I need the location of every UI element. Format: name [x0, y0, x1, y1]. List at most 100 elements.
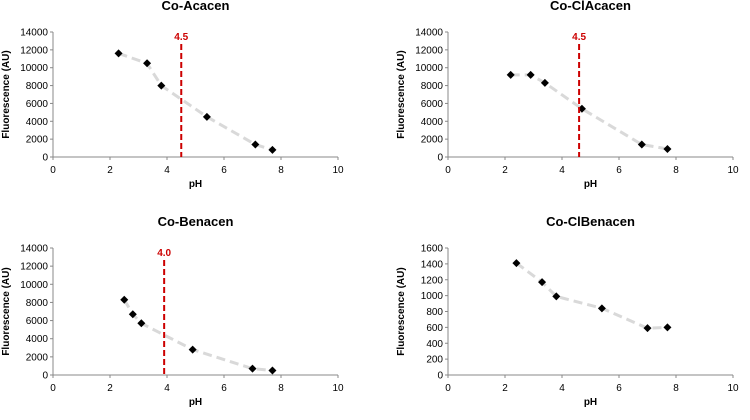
chart-title: Co-Benacen — [158, 214, 234, 229]
data-point — [663, 144, 672, 153]
data-point — [188, 345, 197, 354]
data-point — [128, 310, 137, 319]
chart-panel-2: Co-ClAcacen 0 2000 4000 6000 8000 10000 12000 14… — [396, 0, 739, 190]
data-point — [552, 292, 561, 301]
y-tick-label: 0 — [437, 371, 443, 382]
data-point — [268, 145, 277, 154]
data-point — [143, 59, 152, 68]
x-tick-label: 8 — [673, 165, 679, 176]
y-axis-title: Fluorescence (AU) — [396, 50, 407, 138]
reference-label: 4.5 — [174, 32, 188, 43]
y-tick-label: 10000 — [415, 63, 443, 74]
x-tick-label: 0 — [50, 165, 56, 176]
data-point — [637, 140, 646, 149]
x-tick-label: 6 — [221, 165, 227, 176]
trend-line — [510, 73, 668, 151]
x-tick-label: 10 — [727, 383, 739, 394]
y-tick-label: 200 — [426, 355, 443, 366]
data-point — [538, 278, 547, 287]
y-tick-label: 4000 — [421, 117, 444, 128]
y-tick-label: 0 — [42, 371, 48, 382]
chart-title: Co-ClBenacen — [546, 214, 635, 229]
y-tick-label: 8000 — [421, 81, 444, 92]
y-tick-label: 800 — [426, 307, 443, 318]
data-point — [526, 70, 535, 79]
x-tick-label: 2 — [107, 165, 113, 176]
x-tick-label: 0 — [445, 165, 451, 176]
y-tick-label: 12000 — [20, 45, 48, 56]
chart-panel-3: Co-Benacen 0 2000 4000 6000 8000 10000 12000 140… — [1, 214, 344, 408]
y-tick-label: 1400 — [421, 259, 444, 270]
x-tick-label: 2 — [502, 165, 508, 176]
data-point — [202, 112, 211, 121]
x-tick-label: 4 — [559, 383, 565, 394]
x-tick-label: 0 — [50, 383, 56, 394]
x-axis-title: pH — [189, 179, 202, 190]
x-tick-label: 10 — [727, 165, 739, 176]
x-tick-label: 10 — [332, 165, 344, 176]
y-tick-label: 0 — [437, 153, 443, 164]
data-point — [663, 323, 672, 332]
y-tick-label: 2000 — [421, 135, 444, 146]
x-tick-label: 0 — [445, 383, 451, 394]
data-point — [137, 319, 146, 328]
x-tick-label: 4 — [164, 165, 170, 176]
data-point — [512, 259, 521, 268]
data-point — [248, 364, 257, 373]
reference-label: 4.5 — [572, 32, 586, 43]
chart-panel-4: Co-ClBenacen 0 200 400 600 800 1000 1200 1400 160… — [396, 214, 739, 408]
y-tick-label: 1600 — [421, 244, 444, 255]
y-tick-label: 2000 — [26, 135, 49, 146]
x-tick-label: 6 — [221, 383, 227, 394]
x-tick-label: 6 — [616, 165, 622, 176]
y-tick-label: 12000 — [415, 45, 443, 56]
data-point — [157, 81, 166, 90]
data-point — [251, 140, 260, 149]
y-tick-label: 14000 — [20, 244, 48, 255]
y-tick-label: 10000 — [20, 63, 48, 74]
chart-panel-1: Co-Acacen 0 2000 4000 6000 8000 10000 12000 1400… — [1, 0, 344, 190]
x-tick-label: 4 — [164, 383, 170, 394]
y-tick-label: 6000 — [26, 316, 49, 327]
x-tick-label: 6 — [616, 383, 622, 394]
x-axis-title: pH — [584, 397, 597, 408]
x-axis-title: pH — [584, 179, 597, 190]
chart-title: Co-ClAcacen — [550, 0, 631, 13]
y-tick-label: 14000 — [20, 28, 48, 39]
chart-title: Co-Acacen — [162, 0, 230, 13]
x-tick-label: 8 — [673, 383, 679, 394]
data-point — [506, 70, 515, 79]
y-tick-label: 8000 — [26, 81, 49, 92]
y-tick-label: 6000 — [26, 99, 49, 110]
y-tick-label: 12000 — [20, 262, 48, 273]
x-tick-label: 10 — [332, 383, 344, 394]
y-tick-label: 2000 — [26, 352, 49, 363]
trend-line — [515, 261, 668, 330]
y-tick-label: 6000 — [421, 99, 444, 110]
y-tick-label: 10000 — [20, 280, 48, 291]
y-axis-title: Fluorescence (AU) — [396, 267, 407, 355]
data-point — [540, 78, 549, 87]
y-tick-label: 1000 — [421, 291, 444, 302]
y-tick-label: 4000 — [26, 334, 49, 345]
trend-line — [123, 298, 273, 372]
y-tick-label: 4000 — [26, 117, 49, 128]
x-tick-label: 2 — [502, 383, 508, 394]
y-tick-label: 0 — [42, 153, 48, 164]
y-tick-label: 1200 — [421, 275, 444, 286]
y-axis-title: Fluorescence (AU) — [1, 267, 12, 355]
reference-label: 4.0 — [157, 248, 171, 259]
x-tick-label: 4 — [559, 165, 565, 176]
y-tick-label: 600 — [426, 323, 443, 334]
y-tick-label: 400 — [426, 339, 443, 350]
data-point — [597, 304, 606, 313]
x-tick-label: 2 — [107, 383, 113, 394]
data-point — [268, 366, 277, 375]
y-tick-label: 8000 — [26, 298, 49, 309]
trend-line — [118, 51, 273, 152]
y-tick-label: 14000 — [415, 28, 443, 39]
x-tick-label: 8 — [278, 165, 284, 176]
data-point — [643, 324, 652, 333]
y-axis-title: Fluorescence (AU) — [1, 50, 12, 138]
